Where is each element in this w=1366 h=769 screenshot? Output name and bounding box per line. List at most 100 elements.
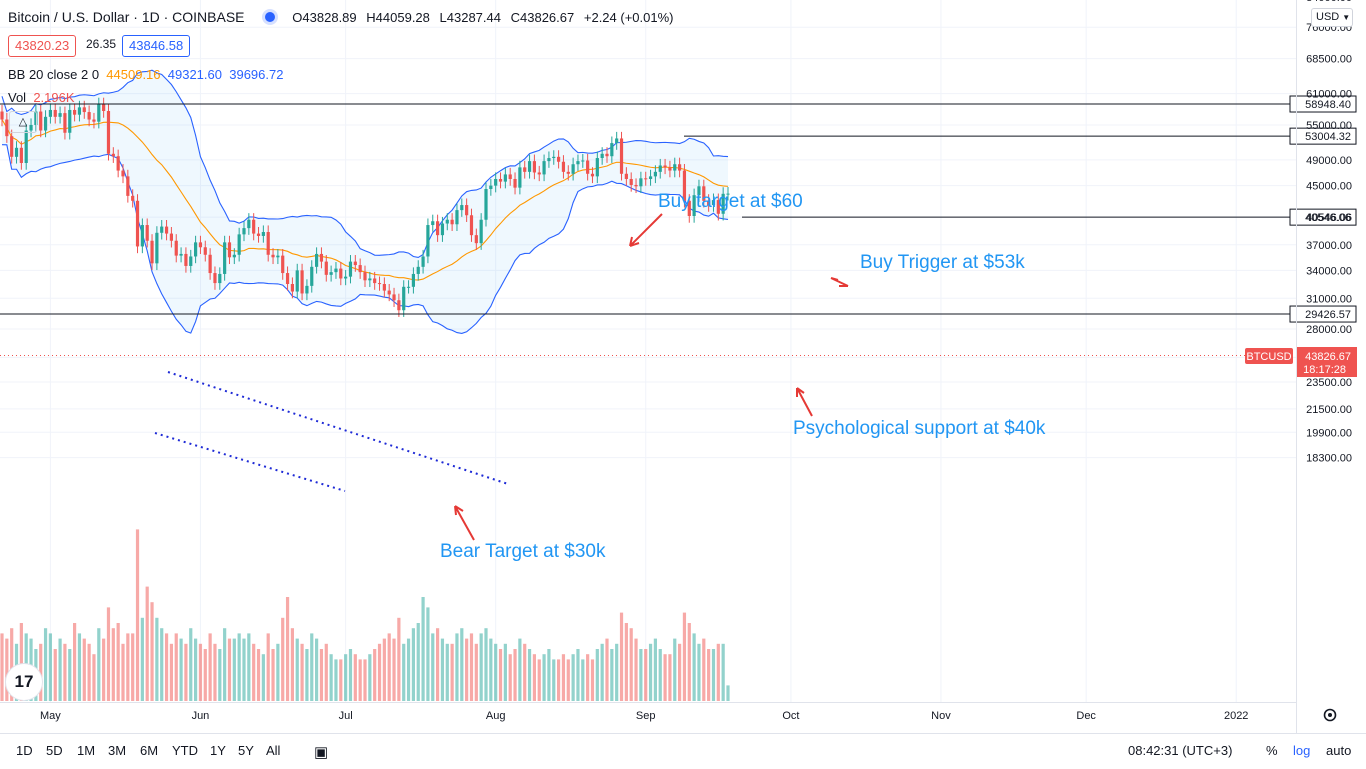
candle <box>63 106 67 140</box>
candle <box>484 182 488 227</box>
candle-body <box>406 286 411 288</box>
tradingview-logo[interactable]: 17 <box>6 664 42 700</box>
volume-bar <box>474 643 478 701</box>
range-3m[interactable]: 3M <box>108 743 127 758</box>
arrow-psych-support <box>796 387 813 417</box>
log-toggle[interactable]: log <box>1293 743 1311 758</box>
price-tick-label: 21500.00 <box>1306 404 1352 416</box>
volume-bar <box>576 649 580 701</box>
candle <box>571 157 575 181</box>
sell-button[interactable]: 43820.23 <box>8 35 77 57</box>
range-6m[interactable]: 6M <box>140 743 159 758</box>
volume-bar <box>687 623 691 701</box>
range-all[interactable]: All <box>266 743 281 758</box>
auto-toggle[interactable]: auto <box>1326 743 1352 758</box>
price-tick-label: 19900.00 <box>1306 427 1352 439</box>
volume-bar <box>227 638 232 701</box>
candle <box>644 171 648 186</box>
range-5y[interactable]: 5Y <box>238 743 254 758</box>
buy-button[interactable]: 43846.58 <box>122 35 191 57</box>
candle-body <box>53 109 57 117</box>
candle <box>421 249 425 274</box>
volume-bar <box>334 659 338 701</box>
candle-body <box>489 185 493 190</box>
candle-body <box>465 205 469 216</box>
annotation-buy-trigger: Buy Trigger at $53k <box>860 252 1025 273</box>
candle <box>566 165 570 181</box>
candle <box>140 218 144 254</box>
range-1m[interactable]: 1M <box>77 743 96 758</box>
candle-body <box>145 225 149 241</box>
volume-bar <box>537 659 541 701</box>
candle-body <box>658 165 662 172</box>
range-ytd[interactable]: YTD <box>172 743 198 758</box>
candle-body <box>590 173 595 177</box>
candle-body <box>218 273 222 284</box>
candle <box>479 213 483 250</box>
bb-legend[interactable]: BB 20 close 2 0 44509.16 49321.60 39696.… <box>8 67 283 82</box>
time-axis[interactable]: May Jun Jul Aug Sep Oct Nov Dec 2022 <box>40 710 1248 722</box>
bb-label: BB 20 close 2 0 <box>8 67 100 82</box>
settings-gear[interactable] <box>1323 708 1337 722</box>
price-tick-label: 68500.00 <box>1306 54 1352 66</box>
volume-bar <box>668 654 672 701</box>
volume-bar <box>242 638 246 701</box>
range-1d[interactable]: 1D <box>16 743 33 758</box>
volume-bar <box>324 643 328 701</box>
gear-icon[interactable] <box>1323 708 1337 722</box>
candle-body <box>387 290 391 295</box>
volume-bar <box>43 628 48 701</box>
symbol-title[interactable]: Bitcoin / U.S. Dollar · 1D · COINBASE <box>8 9 245 25</box>
volume-bar <box>440 638 445 701</box>
candle <box>450 213 454 232</box>
candle-body <box>397 300 401 311</box>
candle-body <box>92 119 96 122</box>
range-1y[interactable]: 1Y <box>210 743 226 758</box>
vol-legend[interactable]: Vol 2.196K <box>8 90 75 105</box>
candle <box>242 221 246 242</box>
candlesticks <box>0 97 730 317</box>
candle-body <box>198 242 203 248</box>
candle-body <box>237 234 241 255</box>
price-axis[interactable]: 100000.0092000.0084000.0076000.0068500.0… <box>1300 0 1352 465</box>
volume-bar <box>281 617 285 701</box>
candle-body <box>252 219 256 234</box>
candle <box>716 193 720 221</box>
candle-body <box>131 195 135 201</box>
candle <box>552 150 556 165</box>
candle <box>406 280 411 294</box>
volume-bar <box>426 607 430 701</box>
candle-body <box>334 268 338 273</box>
volume-bar <box>397 617 401 701</box>
candle <box>160 219 164 240</box>
symbol-header[interactable]: Bitcoin / U.S. Dollar · 1D · COINBASE O4… <box>8 9 680 25</box>
chevron-up-icon[interactable]: △ <box>18 116 28 128</box>
candle <box>266 225 270 262</box>
candle-body <box>561 161 566 172</box>
candle-body <box>339 268 343 279</box>
candle <box>319 247 324 269</box>
collapse-legend-button[interactable]: △ <box>9 111 37 133</box>
candle <box>595 151 599 184</box>
time-tick-label: Nov <box>931 710 951 722</box>
volume-bar <box>431 633 435 701</box>
range-5d[interactable]: 5D <box>46 743 63 758</box>
time-tick-label: Aug <box>486 710 506 722</box>
volume-bar <box>68 649 72 701</box>
volume-bar <box>140 617 144 701</box>
calendar-range-icon[interactable]: ▣ <box>314 744 329 761</box>
candle <box>189 249 193 273</box>
candle-body <box>19 147 23 163</box>
candle <box>436 214 440 242</box>
currency-select[interactable]: USD ▼ <box>1311 8 1353 27</box>
candle <box>581 153 585 168</box>
clock[interactable]: 08:42:31 (UTC+3) <box>1128 743 1233 758</box>
candle-body <box>426 225 430 257</box>
volume-bar <box>0 633 4 701</box>
last-price-value: 43826.67 <box>1305 351 1351 363</box>
bb-lower-value: 39696.72 <box>229 67 284 82</box>
countdown-value: 18:17:28 <box>1303 364 1346 376</box>
percent-toggle[interactable]: % <box>1266 743 1278 758</box>
candle <box>561 155 566 179</box>
